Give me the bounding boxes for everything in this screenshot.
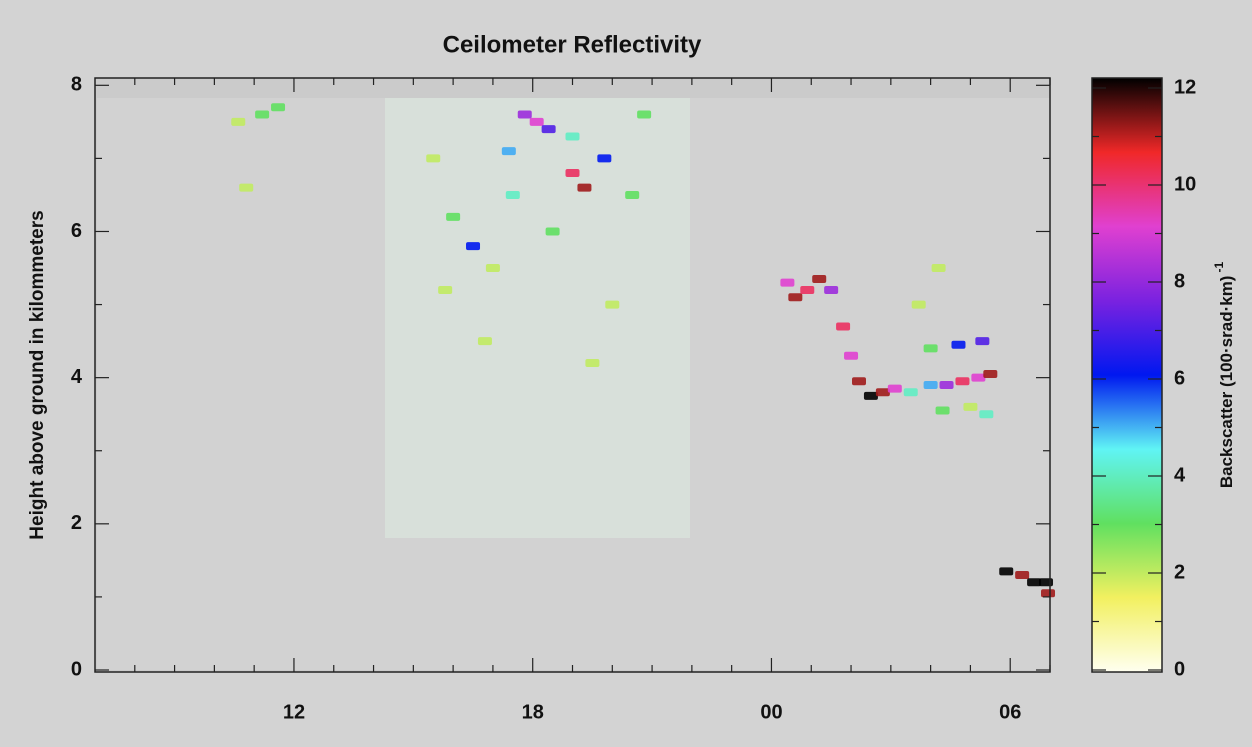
backscatter-cell (983, 370, 998, 378)
backscatter-cell (446, 212, 461, 221)
backscatter-cell (824, 285, 839, 294)
clutter-region (385, 98, 690, 538)
colorbar-tick-label: 4 (1174, 464, 1186, 486)
colorbar-tick-label: 8 (1174, 270, 1185, 292)
backscatter-cell (836, 322, 851, 331)
backscatter-cell (625, 190, 640, 199)
backscatter-cell (911, 300, 926, 309)
backscatter-cell (844, 351, 859, 360)
backscatter-cell (438, 285, 453, 294)
backscatter-cell (605, 300, 620, 309)
x-tick-label: 00 (760, 701, 782, 723)
x-tick-label: 12 (283, 701, 305, 723)
backscatter-cell (875, 388, 890, 397)
y-tick-label: 0 (71, 658, 82, 680)
backscatter-cell (545, 227, 560, 236)
backscatter-cell (565, 169, 580, 178)
y-tick-label: 2 (71, 512, 82, 534)
colorbar-label: Backscatter (100·srad·km) -1 (1212, 262, 1236, 489)
colorbar-tick-label: 12 (1174, 76, 1196, 98)
backscatter-cell (517, 110, 532, 119)
backscatter-cell (585, 359, 600, 368)
backscatter-cell (529, 117, 544, 126)
backscatter-cell (939, 380, 954, 389)
backscatter-cell (812, 274, 827, 283)
backscatter-cell (951, 340, 966, 349)
backscatter-cell (541, 125, 556, 134)
backscatter-cell (863, 391, 878, 400)
backscatter-cell (999, 567, 1014, 576)
backscatter-cell (577, 183, 592, 192)
backscatter-cell (1027, 578, 1042, 587)
y-tick-label: 8 (71, 74, 82, 96)
chart-title: Ceilometer Reflectivity (443, 31, 702, 58)
colorbar-tick-label: 6 (1174, 367, 1185, 389)
backscatter-cell (887, 384, 902, 393)
colorbar-label-exponent: -1 (1212, 262, 1226, 273)
backscatter-cell (426, 154, 441, 163)
backscatter-cell (271, 103, 286, 112)
backscatter-cell (963, 402, 978, 411)
colorbar-label-text: Backscatter (100·srad·km) (1217, 276, 1236, 489)
backscatter-cell (979, 410, 994, 419)
backscatter-cell (1039, 578, 1054, 587)
y-axis-label: Height above ground in kilommeters (27, 210, 48, 539)
backscatter-cell (501, 147, 516, 156)
backscatter-cell (903, 388, 918, 397)
backscatter-cell (923, 344, 938, 353)
backscatter-cell (239, 183, 254, 192)
y-tick-label: 4 (71, 366, 83, 388)
backscatter-cell (597, 154, 612, 163)
backscatter-cell (255, 110, 270, 119)
backscatter-cell (485, 264, 500, 273)
backscatter-cell (231, 117, 246, 126)
backscatter-cell (931, 264, 946, 273)
backscatter-cell (971, 373, 986, 382)
x-tick-label: 06 (999, 701, 1021, 723)
data-layer (231, 103, 1056, 598)
backscatter-cell (788, 293, 803, 302)
backscatter-cell (505, 190, 520, 199)
backscatter-cell (780, 278, 795, 287)
backscatter-cell (800, 285, 815, 294)
backscatter-cell (852, 377, 866, 386)
backscatter-cell (935, 406, 950, 415)
backscatter-cell (975, 337, 990, 346)
backscatter-cell (637, 110, 652, 119)
backscatter-cell (923, 380, 938, 389)
backscatter-cell (466, 242, 481, 251)
colorbar-tick-label: 0 (1174, 658, 1185, 680)
backscatter-cell (565, 132, 580, 141)
colorbar-tick-label: 2 (1174, 561, 1185, 583)
backscatter-cell (955, 377, 970, 386)
colorbar (1091, 77, 1163, 673)
backscatter-cell (1015, 570, 1030, 579)
colorbar-tick-label: 10 (1174, 173, 1196, 195)
backscatter-cell (1041, 589, 1056, 598)
backscatter-cell (477, 337, 492, 346)
y-tick-label: 6 (71, 220, 82, 242)
x-tick-label: 18 (522, 701, 544, 723)
